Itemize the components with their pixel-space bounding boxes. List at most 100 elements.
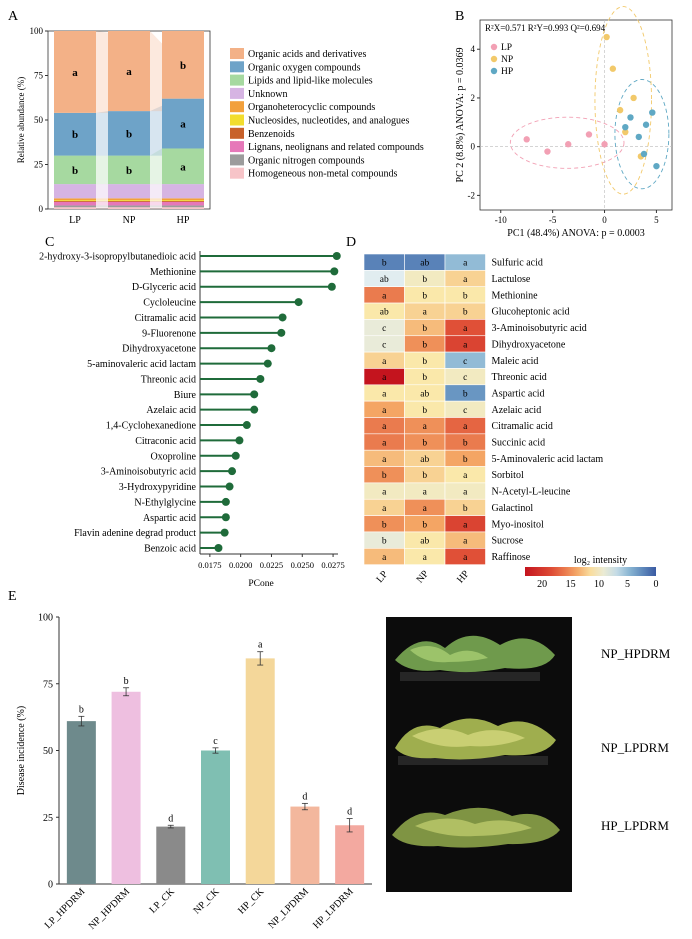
row-label: 5-Aminovaleric acid lactam (492, 454, 604, 465)
y-tick-label: 100 (30, 26, 44, 36)
x-tick-label: NP_HPDRM (87, 886, 133, 932)
bar-segment (108, 200, 150, 202)
cell-letter: a (423, 422, 428, 432)
panel-e-bar: 0 25 50 75 100 Disease incidence (%) b LP_HPDRM… (16, 613, 372, 932)
y-axis-label: Disease incidence (%) (16, 706, 27, 795)
x-tick-label: HP_CK (236, 886, 267, 917)
cell-letter: c (382, 324, 386, 334)
bar-segment (162, 200, 204, 202)
y-tick-label: 50 (43, 746, 53, 757)
legend-marker (490, 55, 498, 63)
cell-letter: b (382, 537, 387, 547)
flow-ribbon (96, 184, 108, 199)
row-label: Citramalic acid (492, 421, 553, 432)
significance-letter: c (213, 736, 218, 747)
significance-letter: d (302, 791, 307, 802)
significance-letter: b (126, 165, 132, 177)
row-label: Maleic acid (492, 356, 539, 367)
panel-label-d: D (346, 235, 356, 250)
category-label: D-Glyceric acid (132, 282, 196, 293)
category-label: 5-aminovaleric acid lactam (87, 359, 196, 370)
category-label: Citramalic acid (135, 313, 196, 324)
bar (201, 750, 230, 884)
legend-swatch (230, 154, 244, 166)
bar-segment (54, 112, 96, 156)
flow-ribbon (150, 148, 162, 185)
lollipop-point (250, 405, 259, 414)
cell-letter: a (463, 324, 468, 334)
category-label: Methionine (150, 267, 197, 278)
panel-a-stacked-bar: 0 25 50 75 100 Relative abundance (%) b b a LP b b a… (16, 26, 424, 226)
legend-swatch (230, 74, 244, 86)
photo-label-1: NP_HPDRM (601, 646, 671, 661)
category-label: 3-Hydroxypyridine (119, 482, 197, 493)
category-label: Cycloleucine (143, 298, 196, 309)
bar-segment (108, 31, 150, 112)
legend-label: Organic oxygen compounds (248, 62, 361, 73)
cell-letter: a (463, 259, 468, 269)
lollipop-point (256, 374, 265, 383)
bar-segment (162, 200, 204, 201)
row-label: Sulfuric acid (492, 258, 543, 269)
category-label: Dihydroxyacetone (122, 344, 196, 355)
cell-letter: a (463, 537, 468, 547)
bar-segment (54, 200, 96, 201)
legend-swatch (230, 48, 244, 59)
lollipop-point (277, 328, 286, 337)
y-tick-label: 50 (34, 115, 44, 125)
cell-letter: a (382, 357, 387, 367)
row-label: Azelaic acid (492, 405, 542, 416)
bar-segment (162, 98, 204, 149)
bar-segment (108, 207, 150, 209)
x-tick-label: 0.0275 (321, 560, 344, 570)
significance-letter: d (168, 813, 173, 824)
cell-letter: a (463, 422, 468, 432)
x-tick-label: HP_LPDRM (311, 886, 356, 931)
score-point (603, 33, 610, 41)
panel-label-e: E (8, 589, 17, 604)
legend-swatch (230, 101, 244, 113)
flow-ribbon (96, 111, 108, 156)
row-label: Sucrose (492, 536, 524, 547)
bar-segment (54, 205, 96, 208)
y-tick-label: 4 (471, 44, 476, 54)
significance-letter: d (347, 807, 352, 818)
cell-letter: b (422, 357, 427, 367)
column-label: HP (455, 568, 472, 585)
row-label: Succinic acid (492, 438, 546, 449)
panel-label-c: C (45, 235, 54, 250)
flow-ribbon (150, 207, 162, 209)
bar-segment (162, 184, 204, 199)
flow-ribbon (96, 201, 108, 206)
flow-ribbon (150, 184, 162, 199)
legend-marker (490, 43, 498, 51)
legend-swatch (230, 127, 244, 139)
cell-letter: c (463, 406, 467, 416)
cell-letter: a (463, 488, 468, 498)
significance-letter: a (180, 161, 186, 173)
bar (290, 806, 320, 884)
bar (156, 826, 186, 884)
y-tick-label: 2 (471, 93, 476, 103)
flow-ribbon (150, 201, 162, 206)
plant-photo (386, 617, 572, 892)
photo-label-2: NP_LPDRM (601, 740, 669, 755)
cell-letter: a (382, 422, 387, 432)
cell-letter: a (382, 455, 387, 465)
row-label: Methionine (492, 290, 539, 301)
lollipop-point (267, 344, 276, 353)
x-tick-label: HP (177, 215, 190, 226)
x-axis-label: PC1 (48.4%) ANOVA: p = 0.0003 (507, 228, 644, 239)
x-tick-label: 0.0225 (260, 560, 283, 570)
cell-letter: ab (380, 308, 389, 318)
colorbar-tick-label: 0 (654, 579, 659, 590)
category-label: 9-Fluorenone (142, 328, 196, 339)
bar-segment (108, 198, 150, 201)
lollipop-point (221, 497, 230, 506)
cell-letter: a (382, 439, 387, 449)
cell-letter: b (422, 324, 427, 334)
y-axis-label: Relative abundance (%) (16, 77, 26, 163)
flow-ribbon (150, 205, 162, 208)
cell-letter: a (382, 553, 387, 563)
row-label: 3-Aminoisobutyric acid (492, 323, 587, 334)
